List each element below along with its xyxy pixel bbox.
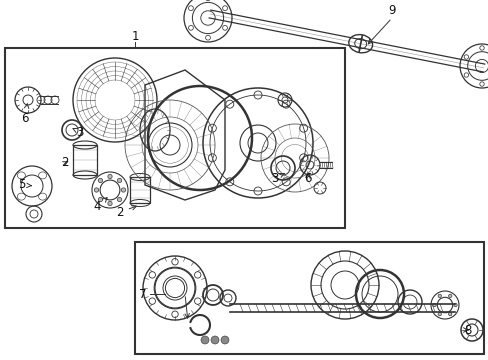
Text: 9: 9 <box>387 4 395 17</box>
Bar <box>130 177 150 203</box>
Text: 7: 7 <box>139 288 146 301</box>
Circle shape <box>108 174 112 179</box>
Bar <box>73 145 97 175</box>
Circle shape <box>117 178 122 183</box>
Circle shape <box>447 312 451 316</box>
Circle shape <box>201 336 208 344</box>
Text: 2: 2 <box>116 206 136 219</box>
Text: 6: 6 <box>304 171 311 184</box>
Text: 5: 5 <box>18 179 31 192</box>
Circle shape <box>453 303 456 307</box>
Text: 6: 6 <box>21 104 29 125</box>
Text: 4: 4 <box>93 198 107 213</box>
Circle shape <box>210 336 219 344</box>
Circle shape <box>121 188 125 192</box>
Bar <box>5 48 345 228</box>
Bar <box>135 242 483 354</box>
Circle shape <box>117 197 122 202</box>
Circle shape <box>447 294 451 298</box>
Text: 3: 3 <box>271 171 284 184</box>
Text: 1: 1 <box>131 31 139 44</box>
Text: 2: 2 <box>61 157 69 170</box>
Circle shape <box>432 303 435 307</box>
Text: 3: 3 <box>73 126 83 139</box>
Circle shape <box>437 294 441 298</box>
Circle shape <box>437 312 441 316</box>
Circle shape <box>94 188 99 192</box>
Circle shape <box>221 336 228 344</box>
Circle shape <box>98 197 102 202</box>
Text: 8: 8 <box>463 324 471 337</box>
Circle shape <box>98 178 102 183</box>
Circle shape <box>108 201 112 206</box>
